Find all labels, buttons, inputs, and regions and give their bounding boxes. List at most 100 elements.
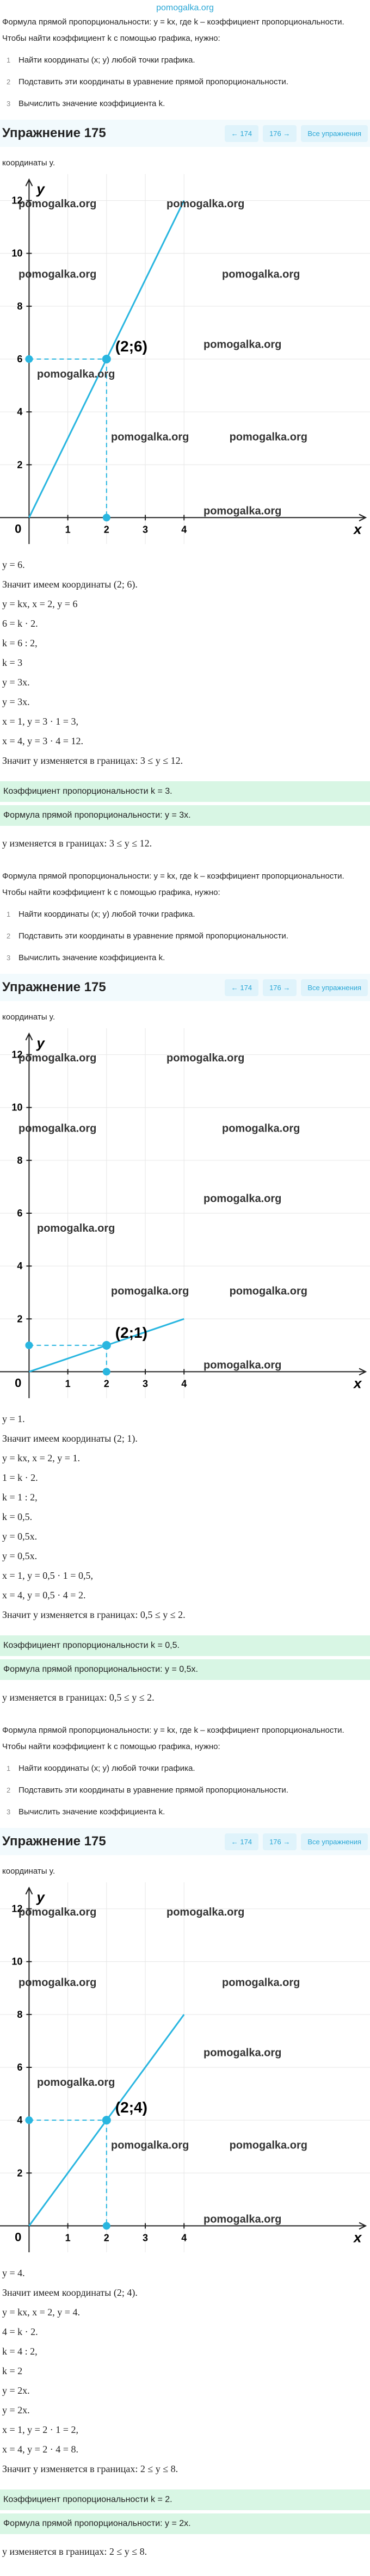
watermark: pomogalka.org: [203, 1193, 281, 1205]
point: [102, 2116, 111, 2125]
formula-text: Формула прямой пропорциональности: y = k…: [2, 872, 344, 881]
nav-button[interactable]: 176 →: [263, 125, 297, 142]
step-number: 2: [7, 77, 11, 86]
y-tick-label: 8: [17, 301, 22, 312]
highlights: Коэффициент пропорциональности k = 0,5. Ф…: [0, 1635, 370, 1680]
y-axis-arrow: [25, 1886, 33, 1895]
step-text: Вычислить значение коэффициента k.: [18, 1807, 165, 1817]
solution-line: Значит y изменяется в границах: 0,5 ≤ y …: [2, 1609, 186, 1620]
highlight-box: Формула прямой пропорциональности: y = 2…: [0, 2513, 370, 2534]
point-label: (2;4): [115, 2099, 147, 2116]
x-tick-label: 2: [104, 2232, 109, 2243]
y-tick-label: 2: [17, 459, 22, 470]
highlight-box: Формула прямой пропорциональности: y = 0…: [0, 1659, 370, 1680]
point-label: (2;1): [115, 1324, 147, 1341]
watermark: pomogalka.org: [166, 1052, 244, 1064]
highlight-box: Коэффициент пропорциональности k = 0,5.: [0, 1635, 370, 1656]
x-tick-label: 2: [104, 1378, 109, 1389]
step: 3 Вычислить значение коэффициента k.: [0, 947, 370, 968]
watermark: pomogalka.org: [37, 2077, 115, 2089]
y-axis-label: y: [35, 1035, 45, 1051]
x-tick-label: 1: [65, 2232, 71, 2243]
y-tick-label: 6: [17, 1208, 22, 1219]
nav-button[interactable]: ← 174: [224, 979, 259, 996]
x-tick-label: 4: [181, 2232, 187, 2243]
x-tick-label: 3: [143, 524, 148, 535]
y-tick-label: 10: [11, 1956, 22, 1967]
solution-line: y = 3x.: [2, 696, 30, 707]
watermark: pomogalka.org: [203, 2214, 281, 2226]
y-axis-arrow: [25, 178, 33, 187]
step: 1 Найти координаты (x; y) любой точки гра…: [0, 903, 370, 925]
conclusion: y изменяется в границах: 3 ≤ y ≤ 12.: [2, 838, 152, 849]
nav-button[interactable]: 176 →: [263, 979, 297, 996]
step-text: Найти координаты (x; y) любой точки граф…: [18, 1763, 195, 1773]
nav-button[interactable]: Все упражнения: [301, 979, 368, 996]
watermark: pomogalka.org: [203, 505, 281, 517]
step-text: Найти координаты (x; y) любой точки граф…: [18, 55, 195, 65]
y-tick-label: 4: [17, 1261, 22, 1271]
y-tick-label: 4: [17, 406, 22, 417]
watermark: pomogalka.org: [222, 268, 300, 280]
solution-line: 4 = k · 2.: [2, 2326, 38, 2337]
watermark: pomogalka.org: [111, 431, 189, 443]
step: 2 Подставить эти координаты в уравнение п…: [0, 71, 370, 92]
solution-line: k = 0,5.: [2, 1511, 33, 1522]
point: [102, 355, 111, 363]
watermark: pomogalka.org: [18, 1122, 96, 1134]
solution-line: y = 2x.: [2, 2405, 30, 2416]
solution-line: k = 2: [2, 2365, 23, 2376]
step: 2 Подставить эти координаты в уравнение п…: [0, 1779, 370, 1801]
solution-line: y = 3x.: [2, 677, 30, 688]
solution-line: y = 0,5x.: [2, 1550, 38, 1561]
conclusion: y изменяется в границах: 0,5 ≤ y ≤ 2.: [2, 1692, 155, 1703]
nav-button[interactable]: ← 174: [224, 125, 259, 142]
y-tick-label: 2: [17, 1313, 22, 1324]
step-number: 2: [7, 1786, 11, 1794]
nav-button[interactable]: Все упражнения: [301, 125, 368, 142]
step-number: 1: [7, 1764, 11, 1772]
nav-button[interactable]: 176 →: [263, 1833, 297, 1850]
y-tick-label: 12: [11, 1904, 22, 1914]
nav-button[interactable]: ← 174: [224, 1833, 259, 1850]
solution-line: k = 4 : 2,: [2, 2346, 38, 2357]
method-text: Чтобы найти коэффициент k с помощью граф…: [2, 888, 220, 897]
solution-line: x = 1, y = 3 · 1 = 3,: [2, 716, 78, 727]
x-tick-label: 2: [104, 524, 109, 535]
lead-text: координаты y.: [2, 158, 55, 168]
x-tick-label: 1: [65, 1378, 71, 1389]
x-tick-label: 4: [181, 524, 187, 535]
watermark: pomogalka.org: [222, 1976, 300, 1988]
section: Формула прямой пропорциональности: y = k…: [0, 870, 370, 1725]
solution-line: x = 4, y = 0,5 · 4 = 2.: [2, 1590, 86, 1601]
step-number: 3: [7, 953, 11, 962]
y-tick-label: 2: [17, 2167, 22, 2178]
solution-line: y = 2x.: [2, 2385, 30, 2396]
y-tick-label: 8: [17, 1155, 22, 1166]
formula-text: Формула прямой пропорциональности: y = k…: [2, 17, 344, 27]
solution-line: Значит y изменяется в границах: 3 ≤ y ≤ …: [2, 755, 183, 766]
solution-line: 1 = k · 2.: [2, 1472, 38, 1483]
highlight-box: Коэффициент пропорциональности k = 3.: [0, 781, 370, 802]
step-number: 1: [7, 910, 11, 918]
x-axis-arrow: [359, 514, 367, 522]
axis-dot: [25, 1341, 33, 1349]
highlight-box: Коэффициент пропорциональности k = 2.: [0, 2489, 370, 2510]
nav-button[interactable]: Все упражнения: [301, 1833, 368, 1850]
section: Формула прямой пропорциональности: y = k…: [0, 16, 370, 870]
step-number: 2: [7, 931, 11, 940]
origin-label: 0: [15, 1376, 21, 1389]
step: 1 Найти координаты (x; y) любой точки гра…: [0, 49, 370, 71]
method-text: Чтобы найти коэффициент k с помощью граф…: [2, 34, 220, 43]
x-tick-label: 3: [143, 1378, 148, 1389]
step-text: Подставить эти координаты в уравнение пр…: [18, 931, 288, 941]
watermark: pomogalka.org: [37, 1222, 115, 1234]
solution-line: x = 1, y = 0,5 · 1 = 0,5,: [2, 1570, 93, 1581]
step-number: 1: [7, 55, 11, 64]
solution-line: y = 6.: [2, 559, 25, 570]
solution-line: x = 4, y = 2 · 4 = 8.: [2, 2444, 78, 2455]
origin-label: 0: [15, 2230, 21, 2244]
solution-line: x = 4, y = 3 · 4 = 12.: [2, 736, 83, 746]
